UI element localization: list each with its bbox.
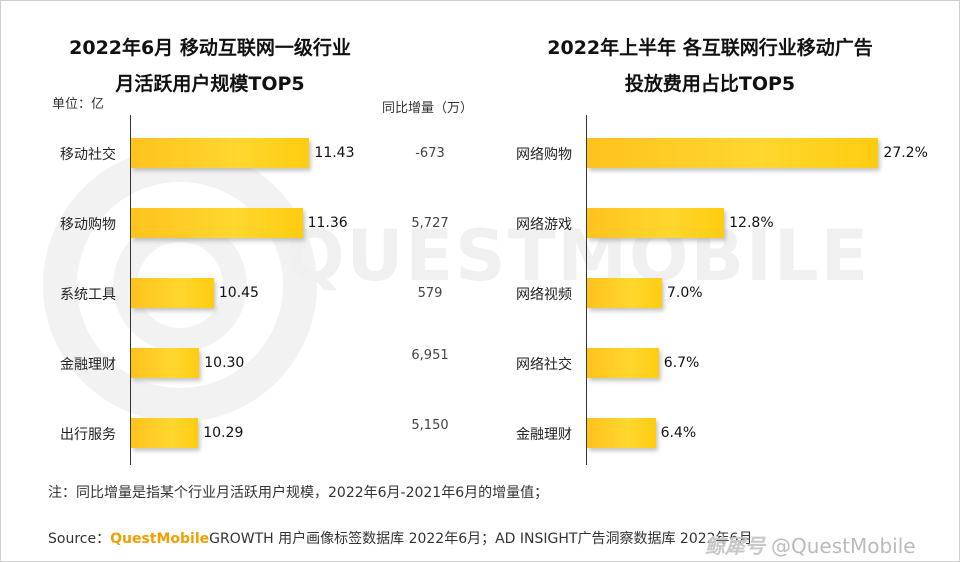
data-label: 6.7% bbox=[663, 355, 700, 371]
right-category-axis bbox=[586, 115, 587, 465]
data-label: 10.30 bbox=[204, 355, 245, 371]
data-label: 10.45 bbox=[218, 285, 259, 301]
bar bbox=[131, 278, 214, 308]
yoy-value: 5,150 bbox=[411, 418, 449, 433]
right-title-line1: 2022年上半年 各互联网行业移动广告 bbox=[547, 37, 873, 59]
corner-handle: @QuestMobile bbox=[771, 534, 916, 558]
data-label: 11.36 bbox=[307, 215, 348, 231]
right-chart-title: 2022年上半年 各互联网行业移动广告 投放费用占比TOP5 bbox=[500, 30, 920, 102]
source-line: Source：QuestMobileGROWTH 用户画像标签数据库 2022年… bbox=[48, 528, 752, 548]
yoy-value: 6,951 bbox=[411, 348, 449, 363]
category-label: 网络购物 bbox=[516, 147, 572, 163]
yoy-value: -673 bbox=[415, 146, 445, 161]
data-label: 11.43 bbox=[314, 145, 355, 161]
category-label: 出行服务 bbox=[60, 427, 116, 443]
source-prefix: Source： bbox=[48, 531, 111, 547]
right-title-line2: 投放费用占比TOP5 bbox=[624, 73, 796, 95]
bar bbox=[587, 348, 659, 378]
data-label: 7.0% bbox=[667, 285, 703, 301]
bar bbox=[131, 418, 199, 448]
category-label: 系统工具 bbox=[60, 287, 116, 303]
yoy-value: 579 bbox=[417, 286, 443, 301]
corner-watermark: 鲸犀号 @QuestMobile bbox=[705, 530, 916, 559]
footnote: 注：同比增量是指某个行业月活跃用户规模，2022年6月-2021年6月的增量值； bbox=[48, 485, 549, 501]
bar bbox=[131, 208, 303, 238]
unit-label: 单位：亿 bbox=[52, 97, 105, 112]
bar bbox=[587, 138, 879, 168]
category-label: 网络视频 bbox=[516, 287, 572, 303]
data-label: 10.29 bbox=[203, 425, 244, 441]
left-title-line2: 月活跃用户规模TOP5 bbox=[115, 73, 305, 95]
bar bbox=[587, 208, 725, 238]
data-label: 6.4% bbox=[660, 425, 697, 441]
left-category-axis bbox=[130, 115, 131, 465]
category-label: 金融理财 bbox=[516, 427, 572, 443]
corner-cn-logo: 鲸犀号 bbox=[705, 534, 765, 558]
watermark-text: QUESTMOBILE bbox=[285, 215, 871, 297]
category-label: 移动购物 bbox=[60, 217, 116, 233]
category-label: 网络游戏 bbox=[516, 217, 572, 233]
data-label: 27.2% bbox=[883, 145, 928, 161]
bar bbox=[587, 278, 662, 308]
data-label: 12.8% bbox=[729, 215, 774, 231]
category-label: 网络社交 bbox=[516, 357, 572, 373]
category-label: 金融理财 bbox=[60, 357, 116, 373]
source-text: GROWTH 用户画像标签数据库 2022年6月；AD INSIGHT广告洞察数… bbox=[209, 531, 753, 547]
bar bbox=[131, 138, 310, 168]
category-label: 移动社交 bbox=[60, 147, 116, 163]
bar bbox=[587, 418, 656, 448]
source-brand: QuestMobile bbox=[110, 531, 210, 547]
left-title-line1: 2022年6月 移动互联网一级行业 bbox=[69, 37, 351, 59]
yoy-column-header: 同比增量（万） bbox=[382, 101, 474, 116]
yoy-value: 5,727 bbox=[411, 216, 449, 231]
bar bbox=[131, 348, 200, 378]
left-chart-title: 2022年6月 移动互联网一级行业 月活跃用户规模TOP5 bbox=[30, 30, 390, 102]
